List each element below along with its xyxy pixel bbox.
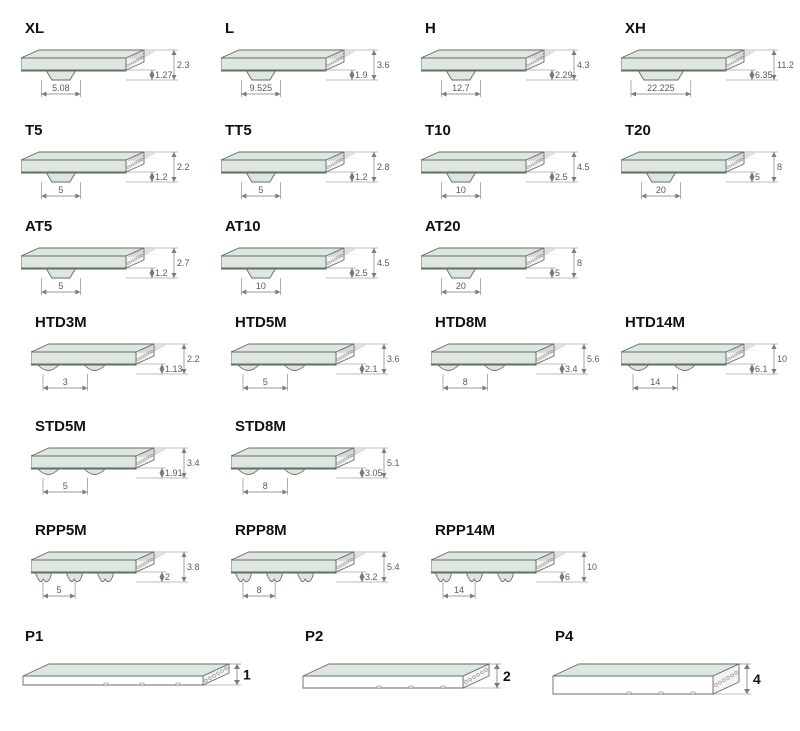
dim-pitch: 12.7 [452,83,470,93]
dim-total: 8 [777,162,782,172]
belt-diagram: 1.27 2.3 5.08 [21,26,196,116]
dim-total: 2.2 [187,354,200,364]
dim-total: 8 [577,258,582,268]
dim-pitch: 20 [656,185,666,195]
dim-thick: 1 [243,667,251,683]
belt-diagram: 3.2 5.4 8 [231,528,406,618]
dim-thick: 4 [753,671,761,687]
dim-tooth: 2.29 [555,70,573,80]
belt-diagram: 6 10 14 [431,528,606,618]
dim-pitch: 8 [263,481,268,491]
dim-total: 5.6 [587,354,600,364]
dim-pitch: 8 [257,585,262,595]
dim-total: 2.7 [177,258,190,268]
belt-diagram: 2 3.8 5 [31,528,206,618]
belt-diagram: 5 8 20 [621,128,796,218]
dim-pitch: 8 [463,377,468,387]
belt-diagram: 1.91 3.4 5 [31,424,206,514]
belt-diagram: 2.5 4.5 10 [221,224,396,314]
belt-diagram: 1.2 2.2 5 [21,128,196,218]
flat-belt-diagram: 4 [551,636,761,716]
belt-diagram: 1.2 2.7 5 [21,224,196,314]
dim-pitch: 5 [57,585,62,595]
dim-tooth: 1.27 [155,70,173,80]
dim-total: 2.3 [177,60,190,70]
dim-total: 4.5 [577,162,590,172]
dim-tooth: 6.1 [755,364,768,374]
dim-pitch: 14 [454,585,464,595]
dim-total: 4.3 [577,60,590,70]
dim-pitch: 10 [456,185,466,195]
dim-pitch: 5 [258,185,263,195]
dim-pitch: 5.08 [52,83,70,93]
belt-diagram: 6.35 11.2 22.225 [621,26,796,116]
dim-tooth: 2.5 [555,172,568,182]
dim-pitch: 20 [456,281,466,291]
dim-tooth: 5 [755,172,760,182]
dim-tooth: 2 [165,572,170,582]
belt-diagram: 3.05 5.1 8 [231,424,406,514]
dim-total: 2.2 [177,162,190,172]
dim-total: 3.8 [187,562,200,572]
belt-diagram: 3.4 5.6 8 [431,320,606,410]
belt-diagram: 2.1 3.6 5 [231,320,406,410]
belt-diagram: 2.29 4.3 12.7 [421,26,596,116]
dim-tooth: 1.9 [355,70,368,80]
dim-pitch: 14 [650,377,660,387]
dim-tooth: 6.35 [755,70,773,80]
belt-diagram: 1.9 3.6 9.525 [221,26,396,116]
belt-diagram: 1.13 2.2 3 [31,320,206,410]
dim-pitch: 22.225 [647,83,675,93]
dim-total: 5.4 [387,562,400,572]
dim-tooth: 3.4 [565,364,578,374]
dim-pitch: 10 [256,281,266,291]
dim-tooth: 2.5 [355,268,368,278]
dim-pitch: 5 [263,377,268,387]
dim-tooth: 3.2 [365,572,378,582]
dim-total: 3.4 [187,458,200,468]
dim-tooth: 5 [555,268,560,278]
dim-tooth: 1.91 [165,468,183,478]
dim-tooth: 1.2 [155,172,168,182]
dim-tooth: 1.13 [165,364,183,374]
dim-total: 11.2 [777,60,794,70]
dim-tooth: 2.1 [365,364,378,374]
dim-thick: 2 [503,668,511,684]
flat-belt-diagram: 1 [21,636,251,716]
dim-pitch: 5 [63,481,68,491]
belt-diagram: 5 8 20 [421,224,596,314]
dim-tooth: 1.2 [155,268,168,278]
dim-pitch: 5 [58,185,63,195]
dim-tooth: 6 [565,572,570,582]
dim-pitch: 5 [58,281,63,291]
belt-diagram: 2.5 4.5 10 [421,128,596,218]
belt-diagram: 1.2 2.8 5 [221,128,396,218]
dim-pitch: 3 [63,377,68,387]
flat-belt-diagram: 2 [301,636,511,716]
dim-tooth: 3.05 [365,468,383,478]
dim-total: 3.6 [377,60,390,70]
dim-total: 4.5 [377,258,390,268]
belt-diagram: 6.1 10 14 [621,320,796,410]
dim-total: 5.1 [387,458,400,468]
dim-tooth: 1.2 [355,172,368,182]
dim-pitch: 9.525 [250,83,273,93]
dim-total: 10 [587,562,597,572]
dim-total: 3.6 [387,354,400,364]
dim-total: 10 [777,354,787,364]
dim-total: 2.8 [377,162,390,172]
